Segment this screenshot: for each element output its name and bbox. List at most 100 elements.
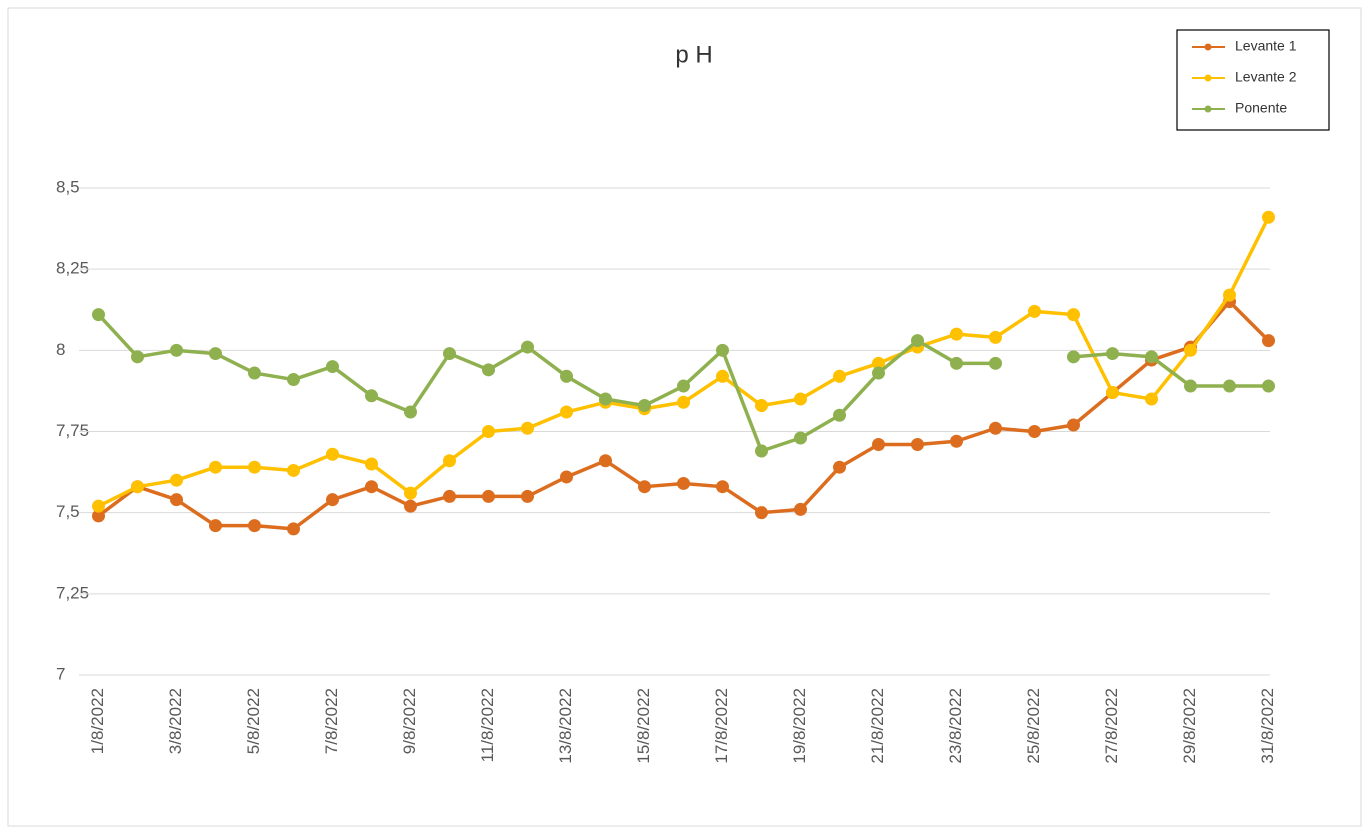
data-point	[365, 480, 378, 494]
data-point	[521, 489, 534, 503]
data-point	[560, 470, 573, 484]
data-point	[794, 392, 807, 406]
legend-label: Levante 1	[1235, 38, 1297, 54]
x-tick-label: 15/8/2022	[634, 688, 653, 764]
x-tick-label: 3/8/2022	[166, 688, 185, 754]
x-tick-label: 29/8/2022	[1180, 688, 1199, 764]
x-tick-label: 31/8/2022	[1258, 688, 1277, 764]
data-point	[404, 499, 417, 513]
data-point	[1067, 308, 1080, 322]
legend-marker	[1204, 43, 1212, 51]
data-point	[521, 340, 534, 354]
data-point	[1223, 288, 1236, 302]
data-point	[716, 369, 729, 383]
data-point	[1184, 343, 1197, 357]
data-point	[92, 499, 105, 513]
x-tick-label: 27/8/2022	[1102, 688, 1121, 764]
data-point	[1145, 392, 1158, 406]
x-tick-label: 5/8/2022	[244, 688, 263, 754]
data-point	[131, 480, 144, 494]
data-point	[1067, 418, 1080, 432]
data-point	[560, 405, 573, 419]
data-point	[950, 356, 963, 370]
y-tick-label: 7,5	[56, 502, 80, 521]
data-point	[326, 360, 339, 374]
y-tick-label: 7	[56, 664, 65, 683]
data-point	[716, 480, 729, 494]
data-point	[248, 460, 261, 474]
data-point	[287, 522, 300, 536]
legend-label: Levante 2	[1235, 69, 1297, 85]
data-point	[170, 343, 183, 357]
data-point	[794, 502, 807, 516]
data-point	[131, 350, 144, 364]
data-point	[755, 399, 768, 413]
data-point	[1262, 210, 1275, 224]
data-point	[989, 330, 1002, 344]
data-point	[521, 421, 534, 435]
chart-area	[7, 7, 1362, 827]
x-tick-label: 25/8/2022	[1024, 688, 1043, 764]
data-point	[365, 457, 378, 471]
x-tick-label: 21/8/2022	[868, 688, 887, 764]
data-point	[1067, 350, 1080, 364]
data-point	[638, 399, 651, 413]
data-point	[209, 347, 222, 361]
data-point	[989, 356, 1002, 370]
data-point	[170, 473, 183, 487]
data-point	[482, 363, 495, 377]
data-point	[989, 421, 1002, 435]
data-point	[599, 454, 612, 468]
data-point	[1184, 379, 1197, 393]
data-point	[287, 463, 300, 477]
data-point	[248, 519, 261, 533]
x-tick-label: 17/8/2022	[712, 688, 731, 764]
data-point	[287, 373, 300, 387]
y-tick-label: 8	[56, 340, 65, 359]
data-point	[1262, 334, 1275, 348]
data-point	[1106, 347, 1119, 361]
data-point	[443, 454, 456, 468]
y-tick-label: 7,25	[56, 583, 89, 602]
x-tick-label: 23/8/2022	[946, 688, 965, 764]
y-tick-label: 7,75	[56, 421, 89, 440]
legend-marker	[1204, 74, 1212, 82]
x-tick-label: 11/8/2022	[478, 688, 497, 762]
data-point	[638, 480, 651, 494]
data-point	[716, 343, 729, 357]
data-point	[1028, 425, 1041, 438]
data-point	[209, 460, 222, 474]
data-point	[326, 447, 339, 461]
data-point	[443, 489, 456, 503]
data-point	[950, 434, 963, 448]
data-point	[833, 408, 846, 422]
data-point	[209, 519, 222, 533]
data-point	[599, 392, 612, 406]
legend-marker	[1204, 105, 1212, 113]
data-point	[326, 493, 339, 507]
data-point	[755, 444, 768, 458]
data-point	[677, 379, 690, 393]
data-point	[404, 405, 417, 419]
data-point	[365, 389, 378, 403]
x-tick-label: 9/8/2022	[400, 688, 419, 754]
data-point	[404, 486, 417, 500]
data-point	[833, 460, 846, 474]
data-point	[443, 347, 456, 361]
data-point	[1145, 350, 1158, 364]
data-point	[92, 509, 105, 523]
x-tick-label: 19/8/2022	[790, 688, 809, 764]
x-tick-label: 7/8/2022	[322, 688, 341, 754]
data-point	[170, 493, 183, 507]
data-point	[482, 425, 495, 438]
data-point	[1223, 379, 1236, 393]
data-point	[872, 356, 885, 370]
data-point	[92, 308, 105, 322]
data-point	[1106, 386, 1119, 400]
data-point	[950, 327, 963, 341]
legend-label: Ponente	[1235, 100, 1287, 116]
data-point	[482, 489, 495, 503]
data-point	[677, 395, 690, 409]
x-tick-label: 1/8/2022	[88, 688, 107, 754]
